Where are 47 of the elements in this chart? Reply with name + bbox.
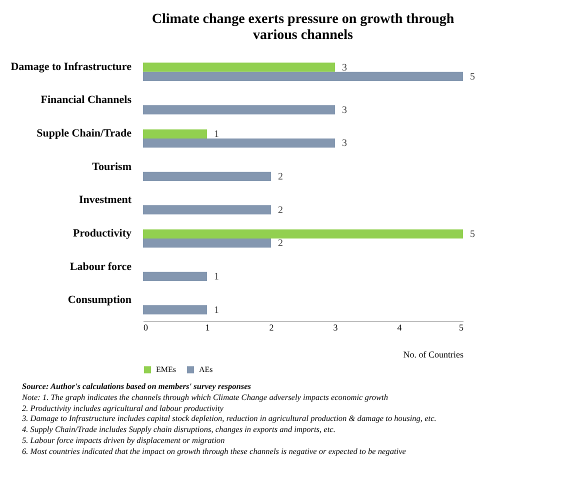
data-label: 2	[278, 171, 283, 182]
x-tick-label: 4	[397, 322, 402, 332]
y-tick-label: Consumption	[68, 294, 132, 306]
bar	[143, 72, 463, 81]
bar	[143, 138, 335, 148]
bar	[143, 105, 335, 114]
text: 4. Supply Chain/Trade includes Supply chain disruptions, changes in exports and imports, etc.	[22, 425, 336, 436]
data-label: 2	[278, 238, 283, 250]
data-label: 1	[214, 271, 219, 282]
data-label: 1	[214, 128, 219, 140]
source-note: Source: Author's calculations based on members' survey responses	[22, 382, 252, 393]
y-tick-label: Financial Channels	[40, 94, 132, 106]
data-label: 1	[214, 304, 219, 316]
data-label: 5	[470, 71, 475, 82]
bar	[143, 172, 271, 181]
data-label: 3	[342, 104, 347, 116]
data-label: 3	[342, 62, 347, 74]
legend-label: AEs	[199, 364, 213, 374]
data-label: 3	[342, 138, 347, 150]
text: 5. Labour force impacts driven by displacement or migration	[22, 436, 226, 447]
x-tick-label: 1	[205, 322, 210, 332]
text: 3. Damage to Infrastructure includes capital stock depletion, reduction in agricultural production & damage to housing, etc.	[22, 414, 438, 426]
chart-title: Climate change exerts pressure on growth through various channels	[152, 12, 454, 43]
x-tick-label: 3	[333, 322, 338, 332]
y-tick-label: Supple Chain/Trade	[36, 128, 132, 140]
bar	[143, 305, 207, 314]
data-label: 5	[470, 228, 475, 240]
x-tick-label: 0	[144, 322, 148, 332]
y-tick-label: Tourism	[92, 160, 132, 173]
x-tick-label: 2	[269, 322, 274, 332]
y-tick-label: Damage to Infrastructure	[10, 60, 132, 73]
y-tick-label: Productivity	[73, 228, 132, 240]
y-tick-label: Investment	[78, 194, 132, 206]
data-label: 2	[278, 204, 283, 216]
bar	[143, 229, 463, 238]
bar	[143, 272, 207, 281]
bar	[143, 129, 207, 138]
y-tick-label: Labour force	[70, 260, 132, 273]
x-tick-label: 5	[459, 322, 464, 332]
bar	[143, 205, 271, 214]
text: Note: 1. The graph indicates the channels through which Climate Change adversely impacts economic growth	[22, 392, 390, 404]
bar	[143, 62, 335, 72]
text: 6. Most countries indicated that the impact on growth through these channels is negative or expected to be negative	[22, 446, 407, 458]
legend-label: EMEs	[156, 364, 176, 374]
bar	[143, 238, 271, 248]
text: 2. Productivity includes agricultural and labour productivity	[22, 404, 224, 414]
x-axis-title: No. of Countries	[403, 350, 464, 360]
